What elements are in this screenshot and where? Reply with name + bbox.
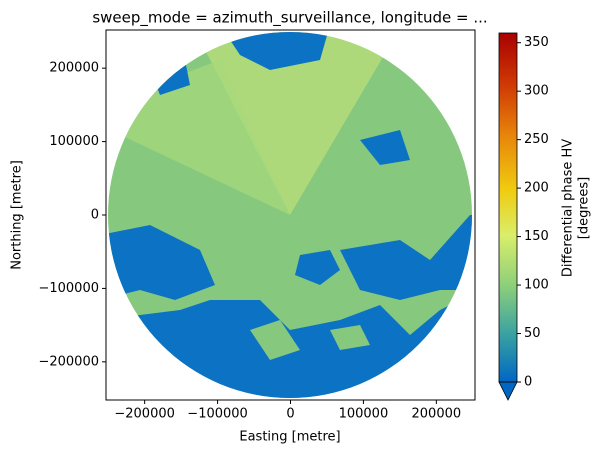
chart-title: sweep_mode = azimuth_surveillance, longi… bbox=[92, 9, 487, 28]
colorbar-tick-label: 100 bbox=[524, 278, 549, 293]
x-tick-label: 0 bbox=[286, 407, 294, 422]
y-tick-label: 200000 bbox=[49, 61, 99, 76]
y-tick-label: −200000 bbox=[38, 354, 99, 369]
y-tick-label: 100000 bbox=[49, 134, 99, 149]
x-tick-label: 200000 bbox=[412, 407, 462, 422]
colorbar-frame bbox=[498, 32, 518, 383]
colorbar-extend bbox=[498, 381, 518, 401]
colorbar-tick-label: 0 bbox=[524, 375, 532, 390]
colorbar-tick-label: 300 bbox=[524, 84, 549, 99]
colorbar-label: [degrees] bbox=[577, 177, 592, 239]
colorbar bbox=[499, 33, 517, 382]
colorbar-tick-label: 50 bbox=[524, 326, 541, 341]
x-tick-label: −200000 bbox=[114, 407, 175, 422]
x-tick-label: 100000 bbox=[339, 407, 389, 422]
y-tick-label: 0 bbox=[91, 208, 99, 223]
colorbar-tick-label: 150 bbox=[524, 229, 549, 244]
colorbar-tick-label: 350 bbox=[524, 35, 549, 50]
colorbar-tick-label: 250 bbox=[524, 132, 549, 147]
y-tick-label: −100000 bbox=[38, 281, 99, 296]
y-axis-label: Northing [metre] bbox=[10, 160, 25, 270]
x-axis-label: Easting [metre] bbox=[239, 430, 340, 445]
colorbar-label: Differential phase HV bbox=[561, 139, 576, 277]
x-tick-label: −100000 bbox=[187, 407, 248, 422]
radar-image bbox=[108, 32, 472, 398]
colorbar-tick-label: 200 bbox=[524, 181, 549, 196]
